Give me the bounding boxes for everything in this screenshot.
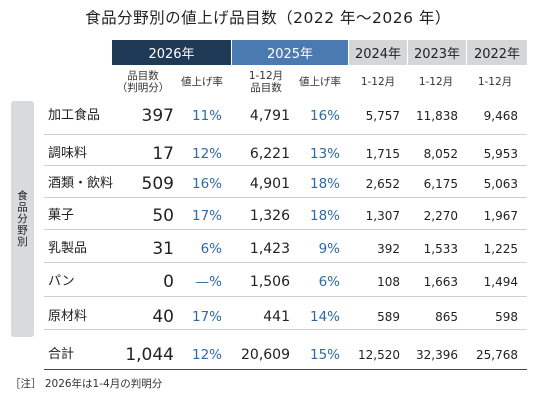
row-divider: [44, 197, 527, 198]
subheader-count-2026-line1: 品目数: [127, 70, 159, 82]
table-bottom-border: [44, 369, 527, 370]
side-category-text: 食品分野別: [16, 190, 28, 248]
subheader-count-2026-line2: （判明分）: [116, 82, 170, 94]
footnote: ［注］ 2026年は1-4月の判明分: [10, 378, 163, 390]
count-2023: 865: [435, 310, 458, 324]
header-2022: 2022年: [467, 40, 527, 65]
count-2022: 1,225: [483, 242, 518, 256]
count-2026: 509: [141, 174, 174, 194]
count-2026: 40: [152, 307, 174, 327]
subheader-months-2024: 1-12月: [360, 76, 396, 88]
count-2023: 1,663: [423, 275, 458, 289]
row-divider: [44, 134, 527, 135]
rate-2026: —%: [195, 274, 222, 290]
rate-2026: 11%: [191, 108, 222, 124]
count-2026: 50: [152, 206, 174, 226]
subheader-count-2025: 1-12月 品目数: [238, 68, 294, 96]
count-2024: 2,652: [365, 177, 400, 191]
subheader-count-2025-line2: 品目数: [250, 82, 282, 94]
count-2023: 6,175: [423, 177, 458, 191]
count-2024: 589: [377, 310, 400, 324]
count-2025: 1,326: [249, 208, 290, 224]
category-name: 酒類・飲料: [48, 176, 114, 191]
rate-2025: 9%: [318, 241, 340, 257]
subheader-count-2025-line1: 1-12月: [248, 70, 284, 82]
count-2025: 6,221: [249, 146, 290, 162]
count-2024: 12,520: [358, 348, 400, 362]
count-2025: 4,901: [249, 176, 290, 192]
row-divider: [44, 165, 527, 166]
count-2025: 441: [263, 309, 290, 325]
rate-2026: 16%: [191, 176, 222, 192]
header-2025: 2025年: [232, 40, 348, 65]
rate-2026: 17%: [191, 309, 222, 325]
count-2023: 8,052: [423, 147, 458, 161]
subheader-count-2026: 品目数 （判明分）: [112, 68, 174, 96]
page-title: 食品分野別の値上げ品目数（2022 年～2026 年）: [85, 9, 451, 27]
rate-2025: 18%: [309, 176, 340, 192]
count-2026: 0: [163, 272, 174, 292]
row-divider: [44, 229, 527, 230]
rate-2025: 16%: [309, 108, 340, 124]
rate-2025: 6%: [318, 274, 340, 290]
row-divider: [44, 296, 527, 297]
count-2025: 1,423: [249, 241, 290, 257]
category-name: 乳製品: [48, 241, 88, 256]
header-2024: 2024年: [349, 40, 407, 65]
count-2024: 1,715: [365, 147, 400, 161]
count-2026: 397: [141, 106, 174, 126]
category-name: 原材料: [48, 309, 88, 324]
side-category-label: 食品分野別: [11, 101, 34, 337]
count-2023: 11,838: [416, 109, 458, 123]
count-2022: 1,494: [483, 275, 518, 289]
row-divider: [44, 329, 527, 330]
rate-2026: 12%: [191, 347, 222, 363]
category-name: 合計: [48, 347, 75, 362]
rate-2025: 13%: [309, 146, 340, 162]
rate-2026: 17%: [191, 208, 222, 224]
count-2025: 1,506: [249, 274, 290, 290]
count-2024: 392: [377, 242, 400, 256]
count-2024: 1,307: [365, 209, 400, 223]
count-2022: 9,468: [483, 109, 518, 123]
rate-2025: 15%: [309, 347, 340, 363]
count-2022: 1,967: [483, 209, 518, 223]
header-2023: 2023年: [408, 40, 466, 65]
count-2026: 17: [152, 144, 174, 164]
count-2024: 108: [377, 275, 400, 289]
subheader-months-2022: 1-12月: [477, 76, 513, 88]
count-2023: 32,396: [416, 348, 458, 362]
rate-2026: 6%: [200, 241, 222, 257]
subheader-rate-2026: 値上げ率: [181, 76, 223, 88]
header-2026: 2026年: [112, 40, 231, 65]
count-2023: 2,270: [423, 209, 458, 223]
subheader-rate-2025: 値上げ率: [299, 76, 341, 88]
category-name: 菓子: [48, 208, 75, 223]
count-2025: 20,609: [241, 347, 290, 363]
count-2022: 598: [495, 310, 518, 324]
rate-2026: 12%: [191, 146, 222, 162]
count-2025: 4,791: [249, 108, 290, 124]
category-name: 調味料: [48, 146, 88, 161]
count-2023: 1,533: [423, 242, 458, 256]
count-2022: 5,953: [483, 147, 518, 161]
count-2022: 25,768: [476, 348, 518, 362]
count-2024: 5,757: [365, 109, 400, 123]
rate-2025: 18%: [309, 208, 340, 224]
count-2026: 31: [152, 239, 174, 259]
rate-2025: 14%: [309, 309, 340, 325]
count-2026: 1,044: [125, 345, 174, 365]
subheader-months-2023: 1-12月: [418, 76, 454, 88]
count-2022: 5,063: [483, 177, 518, 191]
category-name: 加工食品: [48, 108, 101, 123]
category-name: パン: [48, 274, 75, 289]
row-divider: [44, 262, 527, 263]
